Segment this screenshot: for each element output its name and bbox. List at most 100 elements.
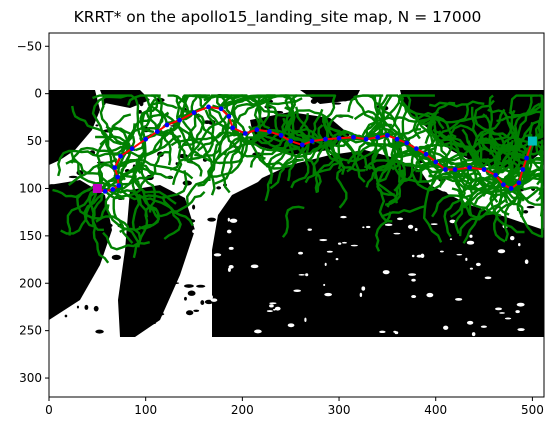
- free-speck: [471, 332, 476, 337]
- free-speck: [465, 257, 468, 261]
- obstacle-speck: [121, 288, 124, 293]
- obstacle-speck: [64, 314, 68, 318]
- tree-branch: [503, 161, 530, 242]
- obstacle-speck: [49, 207, 53, 210]
- obstacle-speck: [155, 312, 165, 316]
- chart-title: KRRT* on the apollo15_landing_site map, …: [73, 8, 482, 26]
- tree-branch: [386, 167, 404, 208]
- free-speck: [227, 267, 231, 272]
- tree-branch: [496, 99, 544, 123]
- path-point: [118, 153, 123, 159]
- path-point: [508, 186, 514, 191]
- obstacle-speck: [313, 228, 316, 233]
- path-point: [520, 167, 526, 172]
- free-speck: [202, 288, 210, 292]
- path-point: [112, 165, 118, 171]
- path-point: [363, 136, 369, 142]
- path-point: [129, 146, 135, 152]
- free-speck: [228, 246, 234, 250]
- obstacle-speck: [438, 191, 448, 197]
- obstacle-speck: [526, 255, 533, 260]
- obstacle-speck: [479, 268, 486, 274]
- obstacle-speck: [521, 243, 525, 249]
- tree-branch: [428, 168, 468, 180]
- obstacle-speck: [533, 327, 544, 329]
- tree-branch: [361, 94, 392, 137]
- obstacle-speck: [95, 124, 99, 127]
- obstacle-speck: [207, 217, 216, 222]
- obstacle-speck: [250, 196, 253, 200]
- tree-branch: [461, 160, 523, 183]
- obstacle-speck: [93, 305, 99, 312]
- tree-branch: [468, 187, 509, 217]
- free-speck: [298, 273, 305, 276]
- tree-branch: [260, 139, 311, 170]
- obstacle-speck: [341, 244, 349, 247]
- path-points: [94, 104, 535, 194]
- tree-branch: [370, 141, 404, 164]
- obstacle-speck: [76, 305, 79, 309]
- free-speck: [361, 286, 366, 291]
- obstacle-speck: [192, 204, 196, 210]
- free-speck: [408, 273, 417, 276]
- obstacle-speck: [187, 290, 196, 296]
- tree-branch: [304, 158, 344, 184]
- free-speck: [304, 317, 307, 323]
- y-tick-label: 50: [27, 134, 42, 148]
- free-speck: [324, 292, 333, 297]
- path-point: [218, 106, 224, 112]
- obstacle-speck: [508, 278, 517, 281]
- tree-branch: [95, 113, 132, 188]
- tree-branch: [140, 161, 156, 213]
- free-speck: [499, 312, 505, 314]
- y-tick-label: 0: [34, 87, 42, 101]
- start-marker: [92, 183, 102, 193]
- obstacle-speck: [131, 308, 137, 315]
- tree-branch: [470, 106, 496, 153]
- obstacle-speck: [426, 264, 434, 268]
- obstacle-speck: [59, 295, 65, 301]
- tree-branch: [504, 159, 528, 196]
- free-speck: [254, 329, 262, 334]
- obstacle-speck: [390, 297, 394, 302]
- path-point: [110, 187, 116, 192]
- free-speck: [518, 243, 521, 247]
- tree-branch: [105, 125, 136, 148]
- tree-branch: [169, 120, 195, 171]
- y-axis: −50 0 50 100 150 200 250 300: [17, 39, 49, 385]
- free-speck: [269, 302, 277, 305]
- tree-branch: [429, 100, 485, 108]
- obstacle-speck: [185, 310, 194, 316]
- tree-branch: [284, 106, 311, 144]
- tree-branch: [284, 94, 310, 141]
- free-speck: [298, 251, 303, 255]
- obstacle-speck: [53, 107, 57, 112]
- free-speck: [504, 317, 512, 320]
- obstacle-speck: [428, 99, 432, 103]
- free-speck: [229, 218, 238, 223]
- obstacle-speck: [441, 286, 446, 289]
- obstacle-speck: [171, 235, 178, 239]
- obstacle-speck: [414, 307, 421, 310]
- tree-branch: [190, 112, 233, 161]
- obstacle-speck: [231, 282, 238, 287]
- x-tick-label: 100: [134, 403, 157, 417]
- free-speck: [411, 278, 416, 282]
- obstacle-speck: [75, 248, 83, 253]
- tree-branch: [249, 147, 300, 168]
- obstacle-speck: [67, 188, 73, 195]
- path-point: [177, 117, 182, 123]
- free-speck: [382, 270, 390, 275]
- obstacle-speck: [526, 323, 533, 330]
- tree-branch: [404, 151, 443, 174]
- obstacle-speck: [301, 292, 310, 296]
- path-point: [500, 182, 506, 188]
- free-speck: [307, 228, 312, 231]
- obstacle-region-left: [49, 90, 100, 165]
- free-speck: [194, 260, 198, 263]
- axes-frame: [48, 32, 545, 398]
- obstacle-speck: [260, 304, 270, 308]
- tree-branch: [312, 129, 359, 176]
- free-speck: [210, 295, 213, 299]
